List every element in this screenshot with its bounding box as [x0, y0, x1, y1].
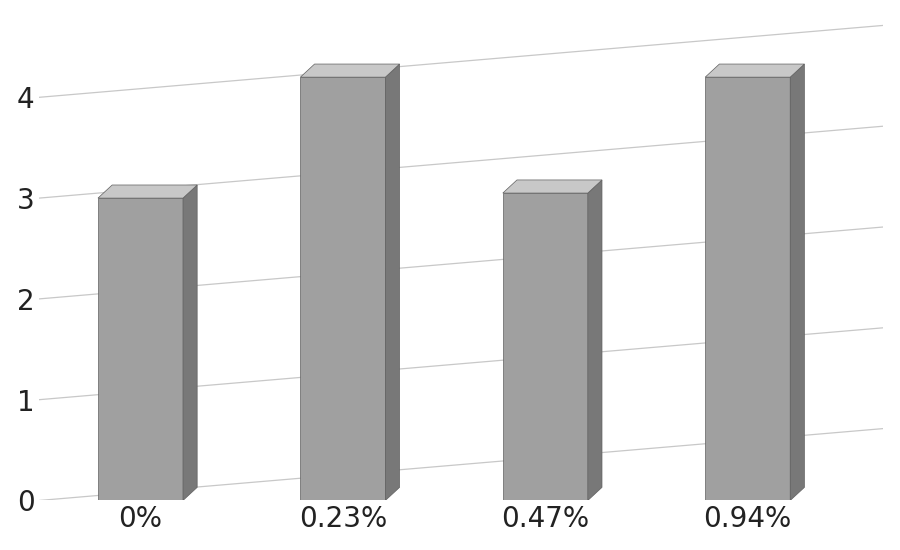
Polygon shape [503, 180, 602, 193]
Polygon shape [385, 64, 400, 501]
Bar [98, 198, 183, 500]
Polygon shape [98, 185, 197, 198]
Polygon shape [790, 64, 805, 501]
Bar [706, 77, 790, 500]
Polygon shape [706, 64, 805, 77]
Polygon shape [588, 180, 602, 500]
Bar [301, 77, 385, 500]
Polygon shape [301, 64, 400, 77]
Polygon shape [183, 185, 197, 501]
Bar [503, 193, 588, 500]
